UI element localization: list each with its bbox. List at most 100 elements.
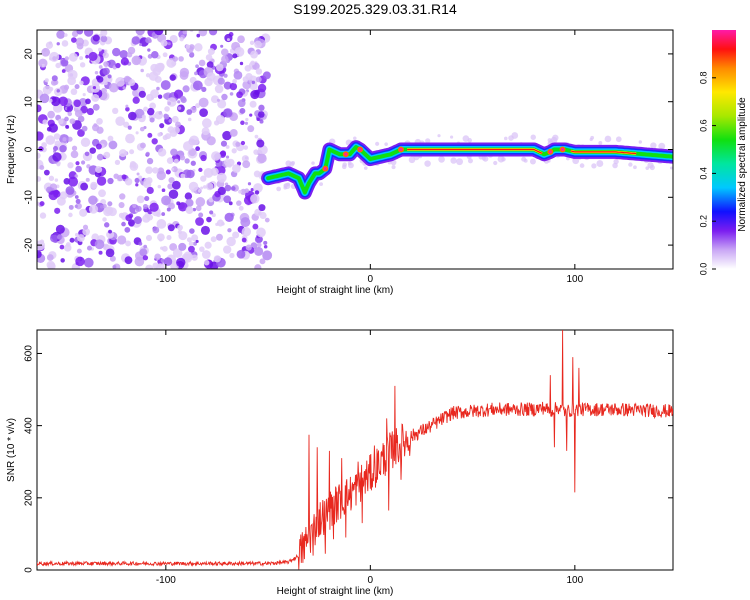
noise-blob: [236, 91, 243, 99]
y-tick-label: 0: [24, 146, 35, 152]
noise-blob: [103, 61, 109, 67]
noise-blob: [263, 240, 268, 245]
noise-blob: [253, 183, 263, 193]
noise-blob: [82, 93, 86, 97]
noise-blob: [250, 50, 258, 59]
noise-blob: [145, 264, 154, 269]
noise-blob: [125, 104, 129, 108]
noise-blob: [195, 146, 201, 152]
noise-blob: [85, 177, 90, 182]
noise-blob: [157, 94, 163, 99]
noise-blob: [69, 237, 75, 243]
noise-blob: [47, 110, 55, 119]
noise-blob: [74, 84, 80, 90]
colorbar: 0.0 0.2 0.4 0.6 0.8 Normalized spectral ampli…: [698, 30, 748, 275]
noise-blob: [64, 56, 69, 61]
noise-blob: [57, 234, 63, 240]
noise-blob: [262, 71, 271, 80]
noise-blob: [92, 34, 100, 42]
y-tick-label: 10: [24, 96, 35, 108]
noise-blob: [206, 61, 214, 69]
noise-blob: [92, 86, 97, 90]
noise-blob: [52, 152, 62, 162]
noise-blob: [184, 158, 190, 164]
noise-blob: [59, 191, 68, 200]
noise-blob: [229, 128, 238, 137]
noise-blob: [82, 227, 90, 236]
y-tick-label: -10: [24, 190, 35, 205]
track-halo: [493, 160, 498, 166]
noise-blob: [48, 190, 59, 201]
noise-blob: [239, 61, 244, 66]
noise-blob: [161, 188, 166, 193]
noise-blob: [69, 118, 76, 125]
noise-blob: [127, 125, 132, 130]
noise-blob: [55, 224, 65, 234]
track-halo: [598, 141, 603, 145]
noise-blob: [65, 125, 70, 129]
noise-blob: [49, 51, 60, 62]
noise-blob: [251, 80, 256, 85]
track-halo: [604, 135, 612, 143]
noise-blob: [41, 63, 45, 68]
noise-blob: [145, 166, 153, 174]
noise-blob: [119, 193, 126, 200]
noise-blob: [79, 56, 84, 61]
noise-blob: [68, 204, 74, 210]
noise-blob: [50, 234, 58, 243]
snr-data: [37, 330, 673, 570]
noise-blob: [236, 249, 246, 259]
noise-blob: [241, 227, 252, 237]
noise-blob: [224, 184, 232, 192]
noise-blob: [94, 239, 105, 250]
noise-blob: [125, 107, 130, 112]
noise-blob: [93, 123, 98, 127]
noise-blob: [132, 203, 137, 209]
x-tick-label: 100: [566, 575, 583, 586]
track-halo: [596, 160, 604, 168]
noise-blob: [211, 151, 221, 161]
noise-blob: [209, 30, 218, 36]
noise-blob: [177, 224, 183, 231]
noise-blob: [80, 182, 89, 191]
track-halo: [529, 158, 536, 165]
noise-blob: [204, 241, 212, 249]
noise-blob: [156, 219, 167, 229]
noise-blob: [37, 152, 41, 159]
noise-blob: [245, 244, 252, 251]
noise-blob: [41, 142, 47, 148]
noise-blob: [157, 132, 162, 137]
noise-blob: [201, 250, 211, 259]
noise-blob: [68, 52, 78, 62]
noise-blob: [96, 153, 104, 161]
noise-blob: [145, 151, 150, 157]
noise-blob: [147, 132, 153, 138]
noise-blob: [148, 71, 159, 81]
noise-blob: [42, 119, 48, 125]
noise-blob: [57, 118, 64, 125]
noise-blob: [145, 234, 153, 242]
noise-blob: [250, 188, 254, 192]
noise-blob: [255, 68, 263, 75]
noise-blob: [71, 145, 78, 151]
noise-blob: [129, 161, 137, 168]
noise-blob: [163, 93, 169, 99]
noise-blob: [179, 155, 186, 161]
track-halo: [437, 134, 441, 138]
track-peak-core: [344, 152, 348, 156]
snr-series-line: [37, 330, 673, 570]
y-tick-label: 400: [24, 417, 35, 434]
noise-blob: [215, 63, 224, 72]
noise-blob: [119, 49, 129, 59]
noise-blob: [179, 37, 184, 42]
noise-blob: [50, 96, 61, 107]
noise-blob: [88, 195, 98, 205]
noise-blob: [61, 69, 66, 73]
noise-blob: [164, 106, 170, 112]
track-halo: [348, 162, 354, 169]
noise-blob: [37, 176, 42, 182]
noise-blob: [45, 135, 56, 145]
noise-blob: [154, 30, 164, 36]
noise-blob: [54, 207, 61, 214]
noise-blob: [254, 40, 262, 49]
